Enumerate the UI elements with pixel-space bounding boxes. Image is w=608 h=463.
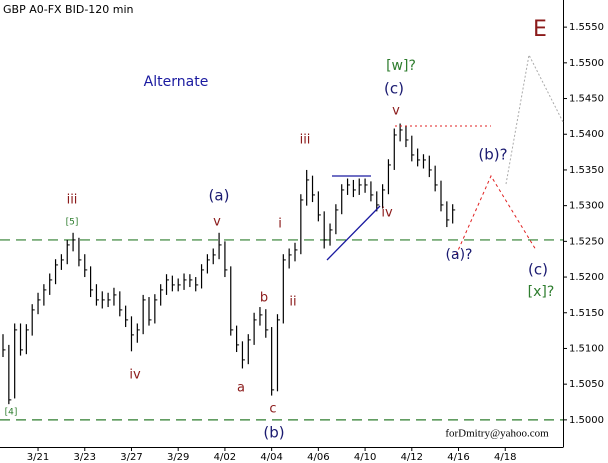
wave-label: ii	[289, 295, 296, 310]
wave-label: [x]?	[528, 284, 555, 300]
wave-label: b	[260, 291, 268, 306]
wave-label: a	[237, 381, 245, 396]
wave-label: (a)?	[446, 247, 473, 263]
plot	[0, 123, 563, 421]
wave-label: [4]	[5, 408, 18, 418]
y-tick-label: 1.5250	[569, 236, 604, 247]
x-tick-label: 3/27	[120, 452, 142, 463]
wave-label: [w]?	[386, 58, 416, 74]
wave-label: [5]	[66, 218, 79, 228]
y-tick-label: 1.5000	[569, 415, 604, 426]
x-tick-label: 4/04	[260, 452, 282, 463]
trend-line	[326, 205, 381, 261]
y-tick-label: 1.5400	[569, 129, 604, 140]
wave-label: Alternate	[144, 74, 209, 90]
wave-label: iv	[381, 206, 393, 221]
x-tick-label: 3/21	[27, 452, 49, 463]
projection-path	[505, 53, 564, 185]
y-tick-label: 1.5100	[569, 343, 604, 354]
x-tick-label: 4/02	[214, 452, 236, 463]
chart-title: GBP A0-FX BID-120 min	[3, 3, 134, 16]
wave-label: iii	[67, 193, 78, 208]
watermark: forDmitry@yahoo.com	[445, 428, 549, 440]
x-tick-label: 3/23	[74, 452, 96, 463]
wave-label: v	[392, 104, 400, 119]
wave-label: E	[533, 17, 547, 42]
x-tick-label: 4/12	[401, 452, 423, 463]
y-tick-label: 1.5550	[569, 22, 604, 33]
wave-label: (b)?	[478, 146, 507, 164]
y-tick-label: 1.5050	[569, 379, 604, 390]
wave-label: c	[269, 402, 276, 417]
y-tick-label: 1.5500	[569, 58, 604, 69]
x-tick-label: 3/29	[167, 452, 189, 463]
wave-label: (a)	[209, 187, 230, 205]
y-tick-label: 1.5200	[569, 272, 604, 283]
wave-label: (b)	[263, 424, 284, 442]
y-tick-label: 1.5350	[569, 165, 604, 176]
wave-label: iv	[129, 368, 141, 383]
x-tick-label: 4/18	[494, 452, 516, 463]
wave-label: iii	[300, 133, 311, 148]
x-tick-label: 4/16	[447, 452, 469, 463]
wave-label: (c)	[384, 80, 404, 98]
wave-label: (c)	[528, 261, 548, 279]
x-tick-label: 4/10	[354, 452, 376, 463]
y-tick-label: 1.5450	[569, 94, 604, 105]
y-tick-label: 1.5150	[569, 308, 604, 319]
projection-path	[455, 174, 537, 256]
y-tick-label: 1.5300	[569, 201, 604, 212]
wave-label: v	[213, 215, 221, 230]
x-tick-label: 4/06	[307, 452, 329, 463]
wave-label: i	[278, 217, 282, 232]
